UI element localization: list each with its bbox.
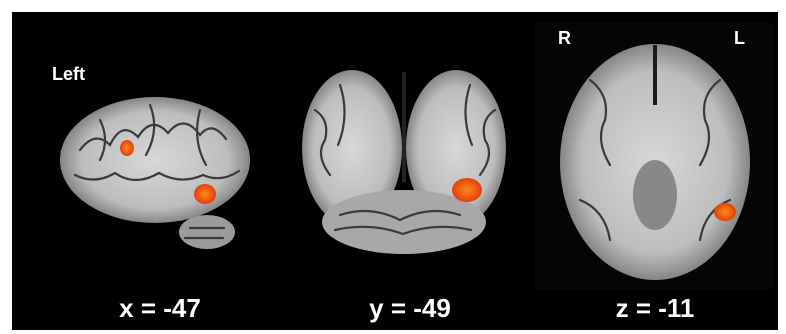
activation	[120, 140, 134, 156]
coronal-slice	[302, 70, 506, 254]
brain	[60, 97, 250, 223]
slice-caption: y = -49	[369, 293, 451, 323]
cerebellum	[179, 215, 235, 249]
orientation-label: R	[558, 28, 571, 48]
activation	[714, 203, 736, 221]
brainstem	[633, 160, 677, 230]
activation	[194, 184, 216, 204]
slice-caption: x = -47	[119, 293, 201, 323]
orientation-label: L	[734, 28, 745, 48]
orientation-label: Left	[52, 64, 85, 84]
figure: Left R L x = -47 y = -49 z = -11	[0, 0, 786, 334]
axial-slice	[560, 44, 750, 280]
page: Left R L x = -47 y = -49 z = -11 (() => …	[0, 0, 786, 334]
activation	[452, 178, 482, 202]
slice-caption: z = -11	[616, 293, 695, 323]
